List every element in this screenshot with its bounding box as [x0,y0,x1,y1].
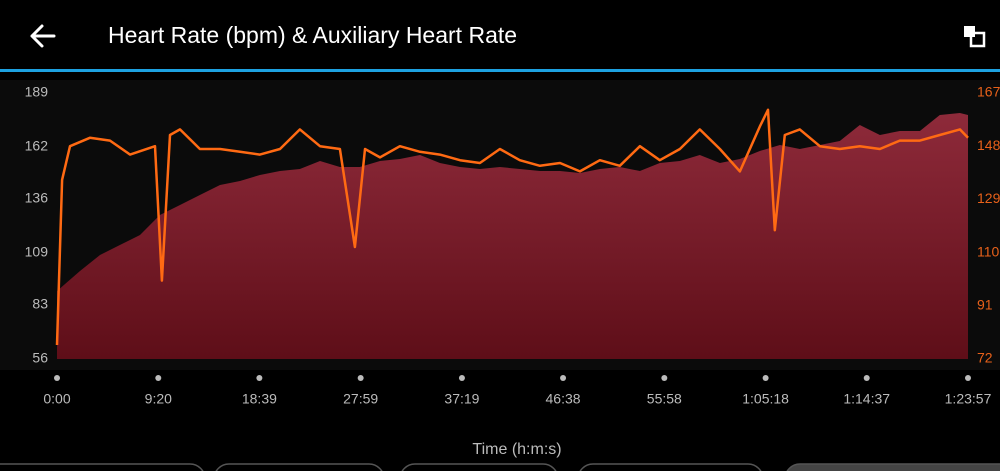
y2-tick-label: 91 [977,297,993,313]
x-tick-dot [965,375,971,381]
tab-button[interactable] [785,463,1000,471]
x-tick-label: 1:05:18 [742,391,789,407]
x-tick-dot [155,375,162,381]
y-tick-label: 83 [32,296,48,312]
top-bar [0,0,1000,70]
tab-button[interactable] [400,463,558,471]
x-tick-label: 46:38 [546,391,581,407]
x-tick-dot [256,375,263,381]
hr-area [57,113,968,359]
tab-button[interactable] [0,463,205,471]
header-divider [0,69,1000,72]
bottom-buttons [0,463,1000,471]
y2-tick-label: 110 [977,243,1000,259]
x-tick-label: 0:00 [43,391,70,407]
x-tick-label: 55:58 [647,391,682,407]
expand-icon[interactable] [964,26,986,48]
y2-tick-label: 148 [977,137,1000,153]
page-title: Heart Rate (bpm) & Auxiliary Heart Rate [108,22,517,48]
x-tick-label: 1:23:57 [945,391,992,407]
aux-hr-line [55,108,969,346]
x-tick-label: 1:14:37 [843,391,890,407]
y-tick-label: 189 [25,84,49,100]
x-tick-dot [458,375,465,381]
x-tick-label: 9:20 [145,391,172,407]
x-tick-dot [54,375,60,381]
tab-button[interactable] [578,463,763,471]
x-tick-dot [762,375,769,381]
x-tick-dot [661,375,668,381]
y2-tick-label: 129 [977,190,1000,206]
x-tick-dot [560,375,567,381]
y-tick-label: 56 [32,350,48,366]
x-tick-label: 27:59 [343,391,378,407]
y-tick-label: 136 [25,190,49,206]
y2-tick-label: 167 [977,84,1000,100]
back-button[interactable] [30,24,56,48]
x-axis-title: Time (h:m:s) [472,441,561,458]
tab-button[interactable] [214,463,384,471]
x-tick-label: 18:39 [242,391,277,407]
x-tick-dot [357,375,364,381]
x-tick-label: 37:19 [444,391,479,407]
y2-tick-label: 72 [977,350,993,366]
x-tick-dot [863,375,870,381]
y-tick-label: 162 [25,138,49,154]
plot: 56 83 109 136 162 189 72 91 110 129 148 167 0:00 9:20… [0,80,1000,407]
y-tick-label: 109 [25,244,49,260]
